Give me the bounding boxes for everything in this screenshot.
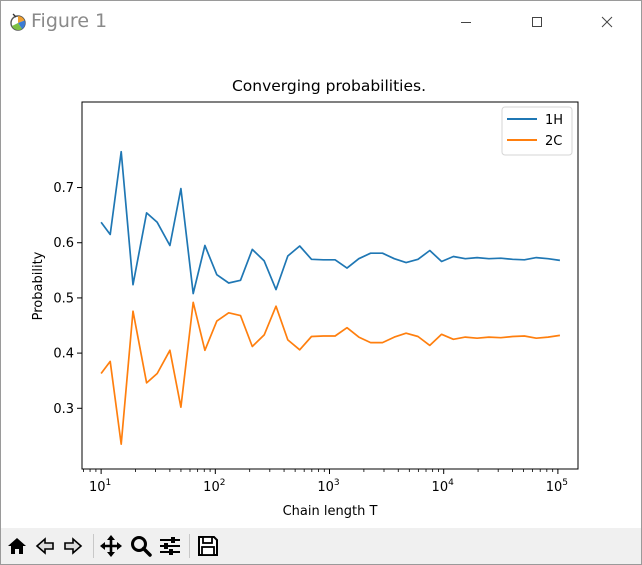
navigation-toolbar — [1, 528, 641, 564]
maximize-button[interactable] — [514, 1, 560, 43]
toolbar-separator — [93, 534, 94, 558]
back-icon — [35, 537, 54, 555]
window-title: Figure 1 — [31, 10, 108, 32]
y-axis-label: Probability — [31, 251, 46, 320]
minimize-button[interactable] — [443, 1, 489, 43]
x-tick-label: 103 — [317, 478, 339, 495]
y-tick-label: 0.4 — [53, 347, 74, 362]
x-tick-label: 102 — [203, 478, 225, 495]
x-axis-label: Chain length T — [283, 504, 378, 519]
series-line-2c — [100, 301, 561, 446]
zoom-icon — [131, 536, 152, 557]
matplotlib-icon — [10, 13, 26, 31]
toolbar-separator — [189, 534, 190, 558]
x-tick-label: 101 — [89, 478, 111, 495]
y-tick-label: 0.6 — [53, 236, 74, 251]
series-line-1h — [100, 150, 561, 295]
save-button[interactable] — [195, 533, 221, 559]
configure-subplots-button[interactable] — [157, 533, 183, 559]
pan-button[interactable] — [98, 533, 124, 559]
forward-button[interactable] — [60, 533, 86, 559]
minimize-icon — [461, 22, 471, 23]
back-button[interactable] — [32, 533, 58, 559]
home-icon — [8, 538, 26, 554]
plot-area — [81, 101, 579, 470]
legend-label-2c: 2C — [545, 134, 562, 149]
x-tick-label: 105 — [546, 478, 568, 495]
y-tick-label: 0.7 — [53, 181, 74, 196]
title-bar[interactable]: Figure 1 — [1, 1, 641, 43]
home-button[interactable] — [4, 533, 30, 559]
legend-label-1h: 1H — [545, 113, 563, 128]
close-button[interactable] — [584, 1, 630, 43]
configure-subplots-icon — [160, 537, 180, 555]
forward-icon — [64, 537, 83, 555]
maximize-icon — [532, 17, 542, 27]
close-icon — [601, 16, 613, 28]
x-tick-label: 104 — [432, 478, 455, 495]
legend: 1H 2C — [501, 106, 573, 156]
chart-title: Converging probabilities. — [232, 77, 426, 95]
figure-canvas[interactable]: Converging probabilities. 101 102 103 104 10… — [1, 43, 641, 525]
y-tick-label: 0.5 — [53, 291, 74, 306]
y-tick-label: 0.3 — [53, 402, 74, 417]
save-icon — [198, 536, 218, 556]
line-chart: Converging probabilities. 101 102 103 104 10… — [31, 77, 579, 519]
pan-icon — [100, 535, 122, 557]
zoom-button[interactable] — [128, 533, 154, 559]
